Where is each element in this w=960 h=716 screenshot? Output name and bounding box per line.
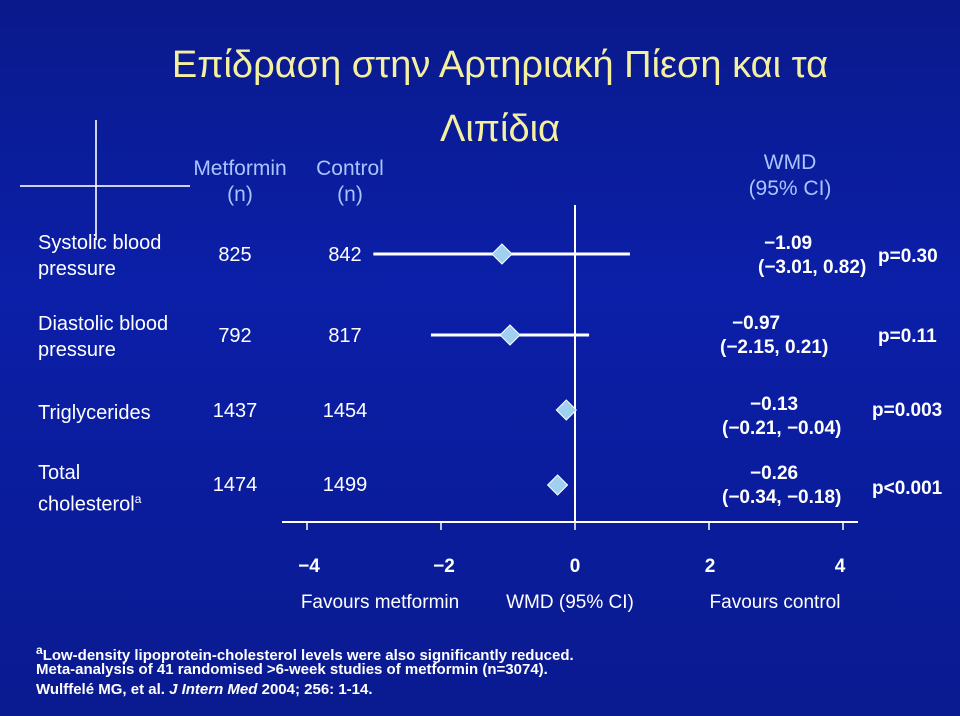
p-value: p=0.11 bbox=[878, 326, 937, 347]
control-n: 1499 bbox=[322, 474, 368, 496]
metformin-n: 825 bbox=[218, 244, 252, 266]
p-value: p=0.30 bbox=[878, 246, 938, 267]
metformin-n: 792 bbox=[218, 325, 252, 347]
ci-text-total-cholesterol: −0.26 (−0.34, −0.18) bbox=[722, 463, 842, 508]
control-n: 842 bbox=[328, 244, 362, 266]
header-metformin: Metformin (n) bbox=[193, 157, 287, 206]
ci-text-systolic: −1.09 (−3.01, 0.82) bbox=[758, 233, 867, 278]
x-tick-label: 4 bbox=[834, 556, 846, 577]
x-tick-label: 0 bbox=[569, 556, 581, 577]
control-n: 1454 bbox=[322, 400, 368, 422]
axis-label-favours-metformin: Favours metformin bbox=[300, 592, 460, 613]
metformin-n: 1474 bbox=[212, 474, 258, 496]
x-tick-label: −2 bbox=[433, 556, 455, 577]
row-label-systolic: Systolic blood pressure bbox=[38, 232, 162, 280]
wmd-diamond-marker bbox=[546, 474, 569, 496]
ci-text-diastolic: −0.97 (−2.15, 0.21) bbox=[720, 313, 829, 358]
header-control: Control (n) bbox=[316, 157, 384, 206]
row-label-diastolic: Diastolic blood pressure bbox=[38, 313, 169, 361]
page-title-line1: Επίδραση στην Αρτηριακή Πίεση και τα bbox=[171, 44, 829, 86]
header-wmd: WMD (95% CI) bbox=[748, 151, 832, 200]
footnote-2: Meta-analysis of 41 randomised >6-week s… bbox=[36, 661, 548, 678]
axis-label-favours-control: Favours control bbox=[709, 592, 841, 613]
ci-text-triglycerides: −0.13 (−0.21, −0.04) bbox=[722, 394, 842, 439]
x-tick-label: −4 bbox=[298, 556, 320, 577]
p-value: p=0.003 bbox=[872, 400, 943, 421]
metformin-n: 1437 bbox=[212, 400, 258, 422]
axis-label-wmd: WMD (95% CI) bbox=[506, 592, 634, 613]
wmd-diamond-marker bbox=[499, 324, 521, 346]
wmd-diamond-marker bbox=[491, 243, 513, 265]
wmd-diamond-marker bbox=[555, 399, 577, 421]
x-tick-label: 2 bbox=[704, 556, 716, 577]
footnote-3: Wulffelé MG, et al. J Intern Med 2004; 2… bbox=[36, 681, 373, 698]
p-value: p<0.001 bbox=[872, 478, 943, 499]
footnote-1: aLow-density lipoprotein-cholesterol lev… bbox=[36, 643, 574, 664]
page-title-line2: Λιπίδια bbox=[439, 108, 561, 150]
row-label-triglycerides: Triglycerides bbox=[38, 402, 151, 424]
row-label-total-cholesterol: Total cholesterola bbox=[38, 462, 142, 516]
control-n: 817 bbox=[328, 325, 362, 347]
